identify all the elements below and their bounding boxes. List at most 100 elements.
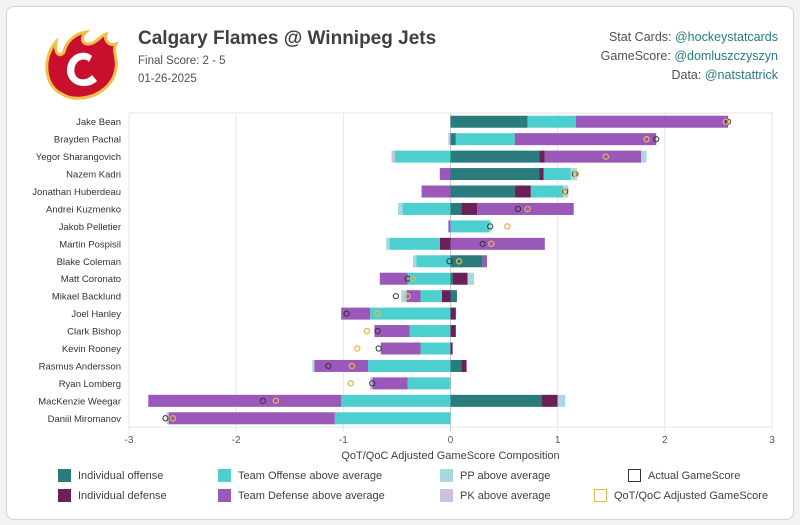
bar-segment-team-def — [448, 220, 451, 233]
bar-segment-pp — [563, 185, 569, 198]
bar-segment-ind-off — [450, 394, 542, 407]
bar-segment-pp — [312, 359, 315, 372]
page-title: Calgary Flames @ Winnipeg Jets — [138, 28, 437, 49]
bar-segment-team-off — [527, 115, 576, 128]
bar-segment-pp — [397, 202, 403, 215]
bar-segment-team-def — [380, 342, 421, 355]
adjusted-gamescore-point — [643, 135, 650, 143]
bar-segment-team-def — [514, 133, 657, 146]
actual-gamescore-point — [162, 415, 169, 422]
adjusted-gamescore-point — [169, 415, 177, 422]
actual-gamescore-point — [392, 293, 399, 300]
credit-handle-link[interactable]: @domluszczyszyn — [674, 49, 778, 63]
bar-segment-team-off — [409, 325, 451, 338]
bar-segment-team-off — [530, 185, 564, 198]
bar-segment-team-def — [421, 185, 451, 198]
player-name: Andrei Kuzmenko — [46, 204, 121, 215]
bar-segment-pp — [401, 290, 407, 303]
bar-segment-ind-def — [450, 342, 453, 355]
bar-segment-team-def — [406, 290, 421, 303]
bar-segment-team-off — [334, 412, 451, 425]
bar-segment-ind-off — [450, 150, 540, 163]
credit-label: Stat Cards: — [608, 30, 672, 44]
flames-logo — [45, 29, 119, 100]
bar-segment-pp — [467, 272, 475, 285]
bar-segment-team-def — [314, 359, 368, 372]
legend-swatch — [628, 469, 641, 482]
bar-segment-team-def — [544, 150, 642, 163]
legend-item: PK above average — [440, 489, 551, 502]
bar-segment-ind-def — [461, 202, 478, 215]
legend-label: PK above average — [460, 489, 551, 502]
player-name: Rasmus Andersson — [39, 361, 121, 372]
bar-segment-team-def — [374, 325, 410, 338]
legend-item: PP above average — [440, 469, 550, 482]
player-name: Jonathan Huberdeau — [32, 187, 121, 198]
bar-segment-team-off — [407, 377, 451, 390]
bar-segment-pk — [370, 377, 373, 390]
actual-gamescore-point — [653, 136, 660, 143]
adjusted-gamescore-point — [404, 292, 411, 300]
legend-item: Team Offense above average — [218, 469, 382, 482]
bar-segment-team-off — [389, 237, 440, 250]
bar-segment-ind-def — [439, 237, 451, 250]
player-name: Jake Bean — [76, 117, 121, 128]
adjusted-gamescore-point — [272, 397, 280, 405]
bar-segment-team-def — [148, 394, 342, 407]
bar-segment-ind-off — [450, 255, 483, 268]
bar-segment-team-def — [372, 377, 408, 390]
bar-segment-pk — [448, 133, 451, 146]
legend-item: Individual offense — [58, 469, 163, 482]
bar-segment-team-def — [341, 307, 371, 320]
legend: Individual offense Individual defense Te… — [58, 467, 788, 507]
legend-swatch — [218, 489, 231, 502]
actual-gamescore-point — [369, 380, 376, 387]
bar-segment-team-def — [168, 412, 335, 425]
adjusted-gamescore-point — [354, 345, 361, 352]
adjusted-gamescore-point — [504, 223, 511, 230]
credit-handle-link[interactable]: @hockeystatcards — [674, 30, 778, 44]
actual-gamescore-point — [446, 258, 453, 265]
legend-label: Individual offense — [78, 469, 164, 482]
bar-segment-team-off — [543, 168, 571, 181]
actual-gamescore-point — [724, 118, 732, 125]
bar-segment-team-def — [450, 237, 545, 250]
legend-swatch — [58, 469, 71, 482]
adjusted-gamescore-point — [363, 327, 371, 335]
actual-gamescore-point — [343, 310, 350, 317]
player-name: Blake Coleman — [57, 257, 121, 268]
credit-label: GameScore: — [600, 49, 671, 63]
bar-segment-ind-off — [450, 168, 540, 181]
adjusted-gamescore-point — [572, 170, 580, 178]
player-name: MacKenzie Weegar — [38, 396, 121, 407]
adjusted-gamescore-point — [348, 362, 356, 370]
x-tick-label: 1 — [555, 435, 561, 446]
legend-item: Actual GameScore — [628, 469, 740, 482]
bar-segment-pk — [391, 150, 395, 163]
player-name: Brayden Pachal — [54, 135, 121, 146]
bar-segment-team-off — [416, 255, 451, 268]
bar-segment-ind-def — [514, 185, 531, 198]
legend-swatch — [58, 489, 71, 502]
bar-segment-ind-off — [450, 359, 462, 372]
adjusted-gamescore-point — [722, 118, 730, 125]
adjusted-gamescore-point — [374, 310, 381, 317]
bar-segment-team-def — [575, 115, 729, 128]
x-tick-label: 3 — [769, 435, 775, 446]
actual-gamescore-point — [374, 327, 381, 335]
bar-segment-ind-def — [452, 272, 468, 285]
player-name: Jakob Pelletier — [59, 222, 121, 233]
bar-segment-ind-off — [450, 290, 457, 303]
bar-segment-team-off — [407, 272, 451, 285]
legend-swatch — [218, 469, 231, 482]
credit-handle-link[interactable]: @natstattrick — [704, 68, 778, 82]
bar-segment-team-off — [341, 394, 451, 407]
legend-swatch — [594, 489, 607, 502]
player-name: Matt Coronato — [61, 274, 121, 285]
bar-segment-pp — [489, 220, 492, 233]
bar-segment-team-off — [420, 290, 442, 303]
actual-gamescore-point — [259, 397, 267, 404]
actual-gamescore-point — [487, 223, 494, 230]
legend-label: Team Defense above average — [238, 489, 385, 502]
